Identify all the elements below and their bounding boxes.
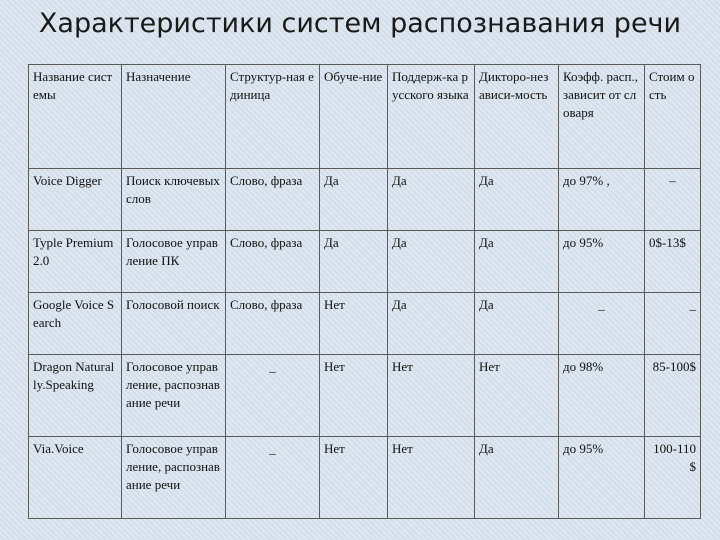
table-row: Dragon Naturally.Speaking Голосовое упра… — [28, 354, 701, 437]
cell-purpose: Голосовое управление, распознавание речи — [121, 354, 226, 437]
cell-unit: Слово, фраза — [225, 292, 320, 355]
table-header-row: Название системы Назначение Структур-ная… — [28, 64, 701, 169]
header-purpose: Назначение — [121, 64, 226, 169]
table-row: Voice Digger Поиск ключевых слов Слово, … — [28, 168, 701, 231]
cell-unit: _ — [225, 436, 320, 519]
cell-russian: Да — [387, 168, 475, 231]
cell-name: Google Voice Search — [28, 292, 122, 355]
cell-speaker-indep: Да — [474, 230, 559, 293]
cell-name: Voice Digger — [28, 168, 122, 231]
cell-speaker-indep: Нет — [474, 354, 559, 437]
cell-russian: Нет — [387, 436, 475, 519]
cell-purpose: Поиск ключевых слов — [121, 168, 226, 231]
cell-speaker-indep: Да — [474, 168, 559, 231]
cell-training: Да — [319, 168, 388, 231]
cell-accuracy: _ — [558, 292, 645, 355]
cell-russian: Да — [387, 292, 475, 355]
systems-table: Название системы Назначение Структур-ная… — [28, 64, 701, 519]
cell-unit: Слово, фраза — [225, 168, 320, 231]
cell-cost: 0$-13$ — [644, 230, 701, 293]
header-training: Обуче-ние — [319, 64, 388, 169]
table-row: Typle Premium 2.0 Голосовое управление П… — [28, 230, 701, 293]
cell-training: Нет — [319, 436, 388, 519]
cell-russian: Да — [387, 230, 475, 293]
cell-cost: 100-110$ — [644, 436, 701, 519]
cell-cost: 85-100$ — [644, 354, 701, 437]
header-structural-unit: Структур-ная единица — [225, 64, 320, 169]
cell-accuracy: до 97% , — [558, 168, 645, 231]
cell-speaker-indep: Да — [474, 292, 559, 355]
cell-accuracy: до 95% — [558, 230, 645, 293]
cell-cost: _ — [644, 292, 701, 355]
cell-training: Нет — [319, 354, 388, 437]
cell-cost: – — [644, 168, 701, 231]
cell-speaker-indep: Да — [474, 436, 559, 519]
cell-name: Dragon Naturally.Speaking — [28, 354, 122, 437]
cell-purpose: Голосовой поиск — [121, 292, 226, 355]
cell-training: Да — [319, 230, 388, 293]
page-title: Характеристики систем распознавания речи — [38, 8, 682, 39]
header-russian-support: Поддерж-ка русского языка — [387, 64, 475, 169]
cell-training: Нет — [319, 292, 388, 355]
cell-unit: _ — [225, 354, 320, 437]
cell-accuracy: до 98% — [558, 354, 645, 437]
header-speaker-independence: Дикторо-независи-мость — [474, 64, 559, 169]
header-accuracy: Коэфф. расп., зависит от словаря — [558, 64, 645, 169]
table-row: Via.Voice Голосовое управление, распозна… — [28, 436, 701, 519]
header-system-name: Название системы — [28, 64, 122, 169]
cell-purpose: Голосовое управление ПК — [121, 230, 226, 293]
cell-name: Via.Voice — [28, 436, 122, 519]
cell-unit: Слово, фраза — [225, 230, 320, 293]
cell-russian: Нет — [387, 354, 475, 437]
header-cost: Стоим ость — [644, 64, 701, 169]
cell-purpose: Голосовое управление, распознавание речи — [121, 436, 226, 519]
table-row: Google Voice Search Голосовой поиск Слов… — [28, 292, 701, 355]
cell-accuracy: до 95% — [558, 436, 645, 519]
cell-name: Typle Premium 2.0 — [28, 230, 122, 293]
